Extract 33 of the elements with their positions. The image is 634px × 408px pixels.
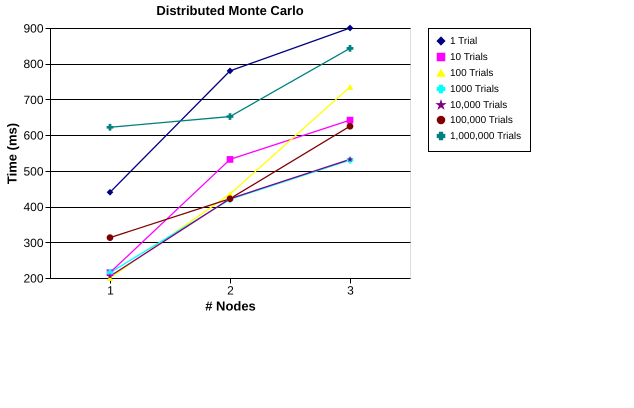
y-tick-label: 400 bbox=[23, 200, 44, 214]
x-tick-label: 1 bbox=[107, 284, 114, 298]
point bbox=[226, 68, 234, 74]
point bbox=[346, 24, 354, 32]
legend-label: 100,000 Trials bbox=[450, 115, 513, 126]
legend-label: 1000 Trials bbox=[450, 84, 499, 95]
point bbox=[106, 124, 114, 131]
point bbox=[346, 45, 354, 52]
point bbox=[346, 84, 354, 90]
y-tick-label: 300 bbox=[23, 236, 44, 250]
y-tick-label: 700 bbox=[23, 92, 44, 107]
legend-label: 10,000 Trials bbox=[450, 100, 508, 111]
x-axis-title: # Nodes bbox=[205, 298, 256, 314]
x-tick-label: 2 bbox=[227, 284, 234, 298]
point bbox=[226, 156, 234, 163]
point bbox=[226, 113, 234, 120]
y-tick-label: 900 bbox=[23, 22, 44, 36]
legend-label: 10 Trials bbox=[450, 52, 488, 63]
point bbox=[106, 234, 114, 241]
point bbox=[106, 272, 114, 279]
legend-label: 1 Trial bbox=[450, 36, 478, 47]
point bbox=[346, 116, 354, 124]
y-tick-label: 800 bbox=[23, 57, 44, 72]
y-tick-label: 200 bbox=[23, 272, 44, 286]
chart-title: Distributed Monte Carlo bbox=[156, 3, 304, 18]
y-axis-title: Time (ms) bbox=[4, 122, 20, 184]
x-tick-label: 3 bbox=[347, 284, 354, 298]
point bbox=[106, 188, 114, 196]
point bbox=[346, 122, 354, 130]
legend-label: 100 Trials bbox=[450, 68, 494, 79]
y-tick-label: 500 bbox=[23, 164, 44, 178]
y-tick-label: 600 bbox=[23, 128, 44, 143]
legend-label: 1,000,000 Trials bbox=[450, 131, 522, 142]
